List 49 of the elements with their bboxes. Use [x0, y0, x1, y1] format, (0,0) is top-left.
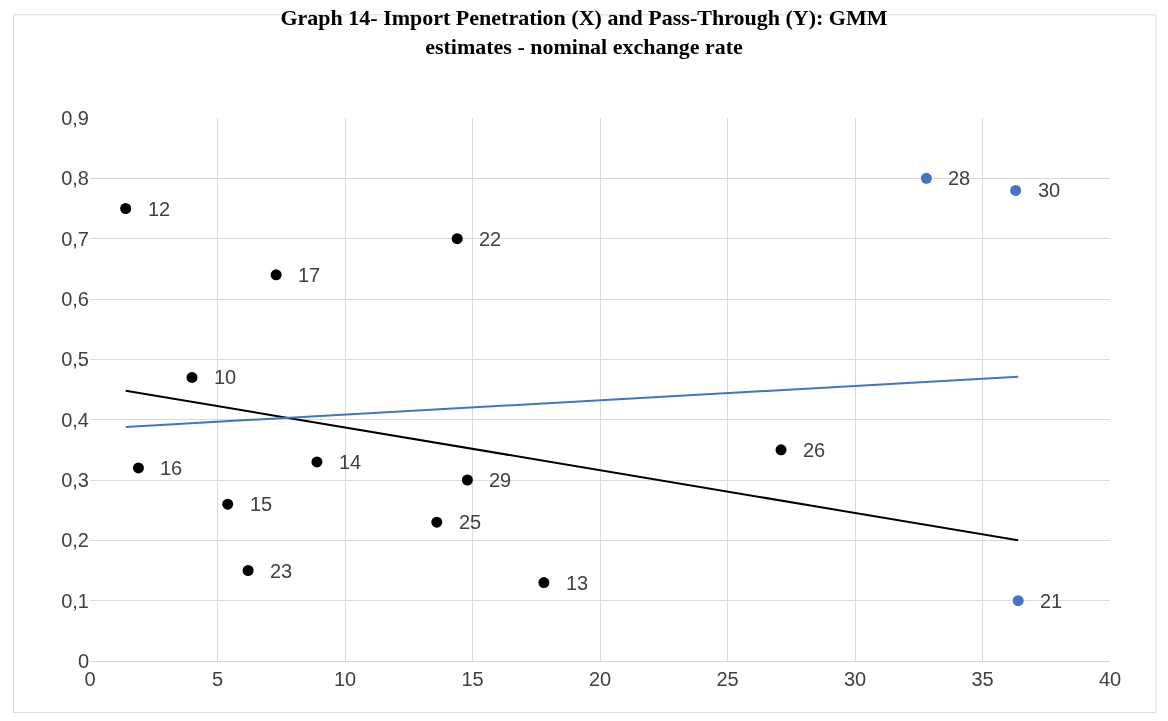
annotation: 16: [160, 457, 183, 479]
annotation: 17: [298, 264, 321, 286]
y-tick-label: 0: [77, 650, 89, 672]
annotation: 14: [339, 451, 362, 473]
point: [538, 577, 550, 589]
x-tick-label: 35: [971, 668, 994, 690]
y-tick-label: 0,2: [61, 529, 89, 552]
annotation: 22: [479, 228, 502, 250]
point: [1012, 595, 1024, 607]
y-tick-label: 0,6: [61, 288, 89, 310]
point: [461, 474, 473, 486]
y-tick-label: 0,3: [61, 469, 89, 491]
y-tick-label: 0,8: [61, 167, 89, 190]
chart-title: Graph 14- Import Penetration (X) and Pass-Through (Y): GMM estimates - nominal exchange rate: [280, 5, 888, 59]
x-tick-label: 15: [461, 668, 484, 690]
annotation: 25: [459, 511, 482, 533]
y-tick-label: 0,4: [61, 408, 89, 431]
annotation: 29: [489, 469, 512, 491]
x-tick-label: 25: [716, 668, 739, 690]
x-tick-label: 5: [211, 668, 224, 690]
annotation: 23: [270, 560, 293, 582]
x-tick-label: 10: [333, 668, 357, 690]
x-tick-label: 40: [1098, 668, 1122, 690]
y-tick-label: 0,5: [61, 348, 89, 371]
point: [1010, 184, 1022, 196]
point: [311, 456, 323, 468]
annotation: 28: [948, 167, 971, 189]
point: [120, 203, 132, 214]
annotation: 13: [566, 572, 589, 594]
point: [775, 444, 787, 456]
x-tick-label: 30: [843, 668, 867, 690]
annotation: 30: [1038, 179, 1061, 201]
annotation: 12: [148, 198, 171, 220]
y-tick-label: 0,9: [61, 107, 89, 129]
y-tick-label: 0,1: [61, 589, 89, 612]
point: [242, 565, 254, 576]
point: [270, 269, 282, 281]
point: [451, 233, 463, 245]
annotation: 10: [214, 366, 237, 388]
point: [132, 462, 144, 474]
point: [222, 498, 234, 510]
annotation: 26: [803, 439, 826, 461]
point: [920, 172, 932, 184]
annotation: 15: [250, 493, 273, 515]
y-tick-label: 0,7: [61, 227, 89, 250]
point: [431, 516, 443, 528]
point: [186, 371, 198, 383]
annotation: 21: [1040, 590, 1063, 612]
x-tick-label: 20: [588, 668, 612, 690]
